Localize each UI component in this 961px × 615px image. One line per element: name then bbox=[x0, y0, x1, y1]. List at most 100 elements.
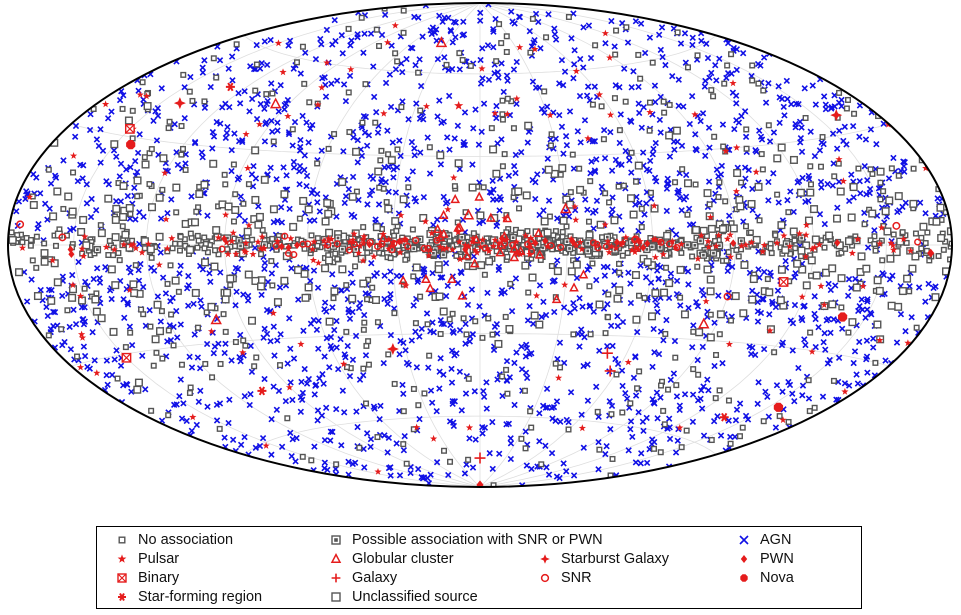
marker-none bbox=[129, 107, 136, 114]
marker-unclass bbox=[665, 279, 674, 288]
marker-none bbox=[172, 240, 179, 247]
marker-agn bbox=[652, 296, 659, 303]
marker-agn bbox=[708, 69, 715, 77]
legend-item-binary: Binary bbox=[115, 569, 179, 587]
marker-unclass bbox=[321, 217, 330, 226]
marker-agn bbox=[113, 347, 120, 354]
marker-agn bbox=[458, 407, 465, 414]
marker-agn bbox=[797, 134, 805, 142]
marker-agn bbox=[462, 320, 469, 328]
marker-unclass bbox=[40, 257, 49, 266]
marker-agn bbox=[274, 217, 281, 225]
marker-agn bbox=[75, 258, 82, 266]
marker-agn bbox=[677, 40, 685, 47]
marker-unclass bbox=[40, 249, 49, 258]
marker-agn bbox=[542, 442, 549, 449]
marker-agn bbox=[765, 413, 772, 420]
marker-none bbox=[633, 178, 640, 185]
marker-agn bbox=[627, 418, 635, 425]
marker-agn bbox=[312, 381, 320, 388]
marker-agn bbox=[934, 195, 941, 202]
marker-possible bbox=[236, 242, 245, 250]
marker-agn bbox=[607, 425, 614, 433]
marker-agn bbox=[799, 392, 806, 399]
marker-unclass bbox=[200, 180, 209, 189]
marker-agn bbox=[700, 432, 708, 439]
marker-none bbox=[805, 377, 812, 384]
marker-agn bbox=[396, 137, 403, 144]
marker-agn bbox=[694, 303, 702, 310]
marker-agn bbox=[563, 141, 571, 149]
marker-agn bbox=[368, 187, 376, 194]
marker-none bbox=[845, 96, 852, 103]
marker-agn bbox=[367, 443, 374, 450]
marker-none bbox=[119, 223, 126, 230]
marker-agn bbox=[702, 152, 709, 159]
marker-agn bbox=[381, 432, 388, 439]
marker-none bbox=[623, 24, 630, 31]
marker-agn bbox=[490, 44, 497, 51]
marker-agn bbox=[802, 198, 809, 206]
marker-none bbox=[661, 421, 668, 428]
marker-agn bbox=[377, 178, 385, 186]
marker-possible bbox=[338, 245, 347, 253]
marker-none bbox=[649, 59, 656, 66]
marker-binary bbox=[124, 123, 135, 134]
marker-agn bbox=[134, 149, 142, 157]
marker-none bbox=[635, 51, 642, 58]
marker-agn bbox=[556, 339, 564, 346]
marker-agn bbox=[363, 142, 371, 149]
marker-none bbox=[499, 111, 506, 118]
marker-nova bbox=[773, 402, 784, 412]
marker-unclass bbox=[706, 333, 715, 342]
marker-agn bbox=[469, 161, 476, 168]
marker-none bbox=[503, 366, 510, 373]
marker-agn bbox=[225, 419, 232, 427]
marker-agn bbox=[646, 34, 654, 41]
marker-none bbox=[679, 166, 686, 173]
marker-agn bbox=[656, 116, 664, 124]
marker-agn bbox=[570, 75, 577, 82]
marker-agn bbox=[83, 200, 91, 207]
marker-agn bbox=[587, 54, 595, 62]
legend-item-possible: Possible association with SNR or PWN bbox=[329, 531, 603, 549]
marker-agn bbox=[241, 217, 249, 224]
marker-agn bbox=[124, 301, 132, 308]
marker-agn bbox=[673, 231, 680, 238]
marker-agn bbox=[607, 322, 615, 329]
marker-agn bbox=[854, 380, 862, 387]
marker-agn bbox=[340, 148, 347, 155]
marker-agn bbox=[299, 389, 307, 397]
marker-agn bbox=[922, 298, 929, 305]
marker-unclass bbox=[660, 288, 669, 297]
marker-none bbox=[233, 41, 240, 48]
marker-none bbox=[345, 25, 352, 32]
legend-item-snr: SNR bbox=[538, 569, 592, 587]
marker-agn bbox=[628, 169, 635, 176]
marker-agn bbox=[289, 142, 296, 149]
marker-agn bbox=[712, 62, 719, 69]
marker-agn bbox=[717, 432, 725, 439]
marker-agn bbox=[252, 444, 259, 451]
marker-agn bbox=[219, 104, 226, 111]
marker-agn bbox=[371, 405, 378, 412]
marker-none bbox=[807, 272, 814, 279]
marker-unclass bbox=[207, 302, 216, 311]
marker-agn bbox=[439, 18, 446, 25]
square-dot-icon bbox=[331, 535, 341, 545]
marker-unclass bbox=[836, 187, 845, 196]
marker-agn bbox=[180, 400, 187, 407]
marker-agn bbox=[300, 327, 307, 334]
marker-agn bbox=[247, 63, 254, 70]
marker-none bbox=[365, 361, 372, 368]
marker-agn bbox=[418, 325, 425, 333]
marker-agn bbox=[471, 388, 478, 395]
marker-agn bbox=[902, 199, 909, 207]
marker-agn bbox=[782, 257, 789, 265]
marker-agn bbox=[87, 111, 94, 118]
marker-unclass bbox=[802, 281, 811, 290]
marker-agn bbox=[445, 14, 452, 21]
marker-agn bbox=[303, 172, 311, 180]
marker-agn bbox=[317, 35, 324, 43]
marker-agn bbox=[338, 442, 345, 449]
